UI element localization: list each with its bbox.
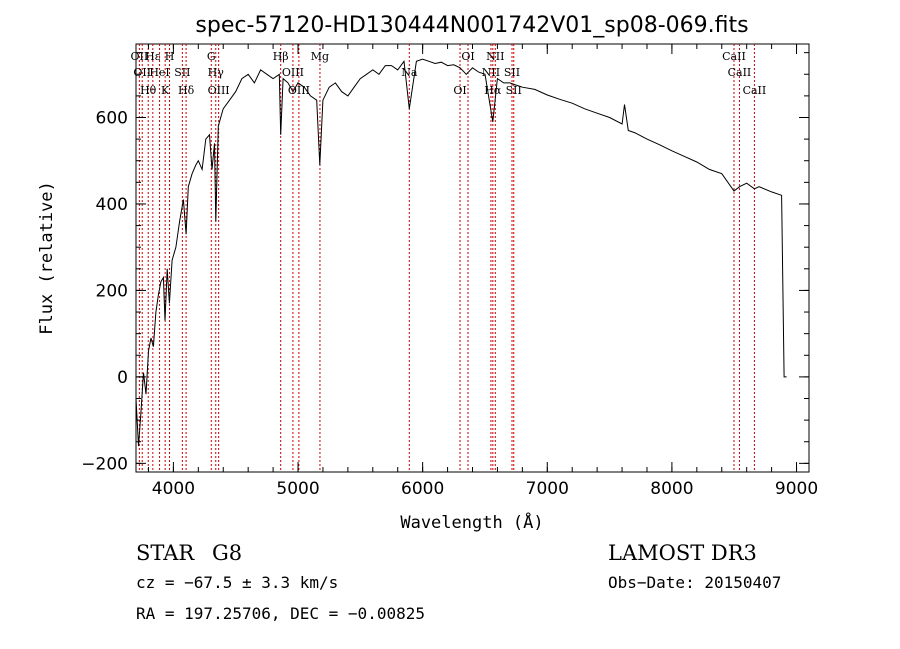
x-tick-label: 5000 (276, 479, 319, 499)
obs-date-text: Obs−Date: 20150407 (608, 573, 781, 592)
y-tick-label: 400 (96, 195, 128, 215)
line-marker-label: NII (482, 66, 500, 79)
spectral-line-labels: OIIOIIHθHεHeIKHSIIHδGHγOIIIHβOIIIOIIIMgN… (131, 50, 767, 97)
coords-text: RA = 197.25706, DEC = −0.00825 (136, 604, 425, 623)
y-tick-label: 600 (96, 108, 128, 128)
line-marker-label: H (165, 50, 175, 63)
line-marker-label: CaII (728, 66, 752, 79)
x-axis-label: Wavelength (Å) (400, 511, 543, 533)
line-marker-label: G (207, 50, 216, 63)
y-tick-label: 200 (96, 281, 128, 301)
line-marker-label: Hγ (208, 66, 225, 79)
object-subclass: G8 (212, 541, 242, 565)
x-tick-label: 8000 (650, 479, 693, 499)
line-marker-label: CaII (722, 50, 746, 63)
x-tick-label: 7000 (526, 479, 569, 499)
line-marker-label: Hε (145, 50, 161, 63)
object-class: STAR (136, 541, 195, 565)
line-marker-label: Hθ (140, 84, 157, 97)
x-tick-label: 4000 (152, 479, 195, 499)
line-marker-label: SII (174, 66, 190, 79)
line-marker-label: NII (486, 50, 504, 63)
line-marker-label: OI (461, 50, 474, 63)
line-marker-label: SII (506, 84, 522, 97)
x-tick-label: 6000 (401, 479, 444, 499)
spectrum-line (135, 58, 787, 447)
y-axis-ticks: −200 0 200 400 600 (81, 52, 809, 474)
line-marker-label: OII (131, 50, 149, 63)
plot-frame (135, 43, 810, 473)
spectral-line-markers (138, 44, 755, 472)
line-marker-label: HeI (149, 66, 169, 79)
y-axis-label: Flux (relative) (37, 181, 57, 335)
line-marker-label: Hδ (178, 84, 195, 97)
line-marker-label: OIII (208, 84, 230, 97)
redshift-text: cz = −67.5 ± 3.3 km/s (136, 573, 338, 592)
x-tick-label: 9000 (775, 479, 818, 499)
survey-name: LAMOST DR3 (608, 541, 757, 565)
line-marker-label: K (161, 84, 170, 97)
x-axis-ticks: 4000 5000 6000 7000 8000 9000 (147, 44, 818, 499)
line-marker-label: SII (504, 66, 520, 79)
line-marker-label: CaII (743, 84, 767, 97)
line-marker-label: OI (453, 84, 466, 97)
line-marker-label: Mg (311, 50, 329, 63)
line-marker-label: Hβ (273, 50, 289, 63)
y-tick-label: 0 (117, 368, 128, 388)
line-marker-label: OIII (282, 66, 304, 79)
chart-title: spec-57120-HD130444N001742V01_sp08-069.f… (195, 13, 748, 38)
line-marker-label: OII (133, 66, 151, 79)
y-tick-label: −200 (81, 454, 128, 474)
